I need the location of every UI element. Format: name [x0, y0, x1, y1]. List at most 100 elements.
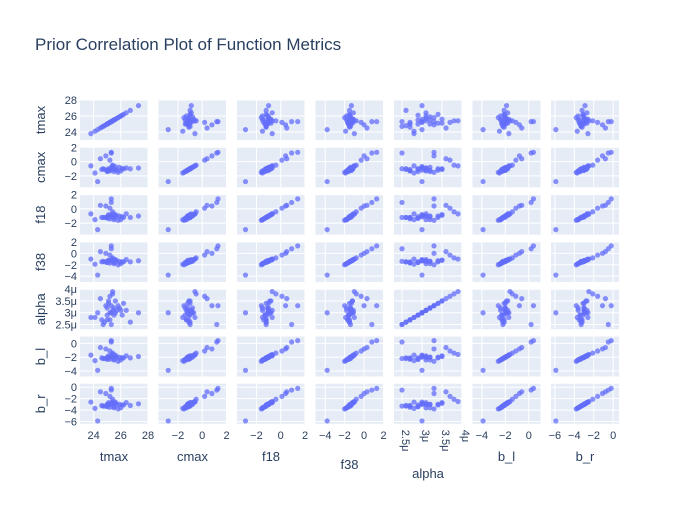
data-point	[399, 246, 405, 252]
data-point	[399, 339, 405, 345]
data-point	[282, 303, 289, 309]
data-point	[403, 259, 409, 265]
data-point	[608, 196, 614, 202]
data-point	[343, 405, 350, 411]
data-point	[415, 312, 421, 318]
data-point	[419, 367, 425, 373]
data-point	[579, 317, 585, 323]
data-point	[451, 255, 457, 261]
data-point	[419, 418, 425, 424]
data-point	[575, 357, 581, 363]
data-point	[110, 398, 116, 405]
cell-b_l-vs-cmax	[158, 336, 227, 377]
data-point	[599, 303, 606, 309]
cell-alpha-vs-b_l	[472, 288, 541, 330]
y-tick-label: 24	[65, 127, 77, 139]
x-axis-title-b_r: b_r	[576, 449, 595, 464]
y-axis-title-b_l: b_l	[33, 348, 48, 365]
data-point	[411, 256, 417, 262]
data-point	[324, 127, 330, 133]
cell-alpha-vs-f18	[237, 288, 306, 330]
data-point	[88, 163, 94, 169]
y-tick-label: −6	[64, 417, 77, 429]
data-point	[419, 227, 425, 233]
data-point	[431, 196, 437, 202]
data-point	[585, 131, 591, 137]
data-point	[364, 156, 370, 162]
data-point	[439, 120, 445, 126]
cell-b_l-vs-b_l	[472, 336, 541, 377]
cell-b_r-vs-cmax	[158, 383, 227, 424]
data-point	[92, 217, 98, 223]
y-tick-label: 3μ	[65, 308, 77, 320]
data-point	[324, 227, 330, 233]
data-point	[455, 288, 461, 295]
y-tick-label: 0	[71, 248, 77, 260]
data-point	[399, 321, 405, 328]
data-point	[259, 113, 266, 119]
data-point	[447, 393, 453, 399]
data-point	[585, 314, 591, 321]
data-point	[595, 252, 601, 258]
data-point	[99, 214, 105, 221]
data-point	[95, 178, 101, 185]
x-tick-label: 0	[361, 430, 367, 442]
data-point	[118, 217, 124, 223]
data-point	[269, 314, 275, 321]
data-point	[480, 127, 486, 133]
data-point	[581, 354, 587, 360]
data-point	[431, 303, 437, 309]
data-point	[431, 262, 437, 268]
data-point	[507, 211, 513, 217]
data-point	[498, 261, 504, 267]
data-point	[399, 150, 405, 156]
data-point	[214, 339, 220, 345]
data-point	[602, 125, 609, 131]
data-point	[443, 389, 449, 395]
data-point	[584, 298, 590, 304]
data-point	[364, 125, 370, 131]
data-point	[513, 252, 519, 258]
data-point	[502, 114, 508, 120]
cell-cmax-vs-f18	[237, 146, 306, 188]
data-point	[506, 314, 512, 321]
data-point	[498, 357, 504, 363]
data-point	[279, 393, 285, 399]
data-point	[259, 168, 266, 174]
data-point	[455, 256, 461, 262]
cell-cmax-vs-alpha	[394, 146, 463, 188]
data-point	[369, 150, 375, 156]
data-point	[502, 214, 508, 220]
data-point	[108, 199, 114, 206]
x-axis-title-f38: f38	[340, 457, 358, 472]
data-point	[289, 321, 295, 328]
data-point	[501, 317, 507, 323]
data-point	[295, 385, 301, 391]
data-point	[361, 303, 367, 309]
data-point	[419, 401, 425, 407]
data-point	[581, 167, 587, 173]
data-point	[324, 272, 330, 278]
data-point	[214, 199, 220, 206]
data-point	[502, 258, 508, 264]
data-point	[120, 300, 127, 306]
data-point	[95, 227, 101, 233]
data-point	[605, 119, 611, 125]
data-point	[204, 296, 210, 302]
data-point	[374, 338, 380, 344]
data-point	[108, 196, 114, 202]
data-point	[411, 314, 417, 321]
cell-f38-vs-b_l	[472, 241, 541, 282]
data-point	[214, 119, 220, 125]
cell-b_r-vs-alpha	[394, 383, 463, 424]
data-point	[99, 166, 105, 173]
data-point	[92, 261, 98, 267]
data-point	[369, 119, 375, 125]
data-point	[451, 209, 457, 215]
data-point	[346, 317, 353, 323]
data-point	[431, 346, 437, 352]
data-point	[439, 257, 445, 263]
x-tick-label: −2	[499, 430, 512, 442]
cell-cmax-vs-tmax	[80, 146, 149, 188]
data-point	[118, 168, 124, 174]
